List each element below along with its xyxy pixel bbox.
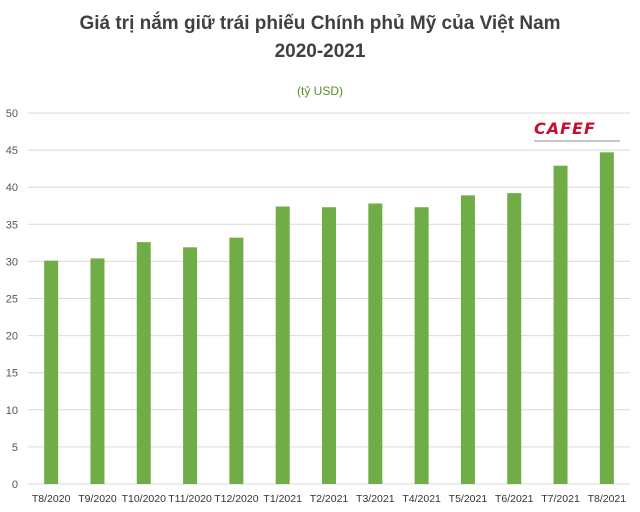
x-tick-label: T8/2021 (588, 493, 627, 505)
x-tick-label: T2/2021 (310, 493, 349, 505)
bar (599, 152, 614, 485)
y-tick-label: 35 (6, 219, 18, 231)
bar (136, 242, 151, 484)
y-tick-label: 0 (12, 479, 18, 491)
y-tick-label: 30 (6, 256, 18, 268)
y-tick-label: 15 (6, 368, 18, 380)
bar (322, 207, 336, 484)
y-axis-ticks: 0 5 10 15 20 25 30 35 40 45 50 (6, 108, 18, 491)
y-tick-label: 10 (6, 405, 18, 417)
bar (507, 193, 522, 485)
chart-title: Giá trị nắm giữ trái phiếu Chính phủ Mỹ … (79, 13, 561, 34)
bar (44, 260, 59, 484)
cafef-logo-text: CAFEF (534, 119, 596, 138)
x-tick-label: T7/2021 (541, 493, 580, 505)
x-tick-label: T6/2021 (495, 493, 534, 505)
x-axis-ticks: T8/2020 T9/2020 T10/2020 T11/2020 T12/2020 T1… (32, 493, 626, 505)
y-tick-label: 20 (6, 331, 18, 343)
bars (44, 152, 614, 485)
chart-title-years: 2020-2021 (274, 41, 366, 62)
bar (275, 206, 290, 484)
x-tick-label: T12/2020 (214, 493, 259, 505)
bar (368, 203, 383, 485)
chart-unit-label: (tỷ USD) (297, 84, 343, 98)
bar (460, 195, 475, 484)
bar (553, 165, 568, 484)
y-tick-label: 25 (6, 294, 18, 306)
x-tick-label: T3/2021 (356, 493, 395, 505)
bar (90, 258, 105, 484)
y-tick-label: 50 (6, 108, 18, 120)
cafef-logo-underline (534, 140, 620, 142)
y-tick-label: 5 (12, 442, 18, 454)
y-tick-label: 45 (6, 145, 18, 157)
bar (414, 207, 429, 484)
x-tick-label: T1/2021 (263, 493, 302, 505)
x-tick-label: T11/2020 (168, 493, 212, 505)
y-tick-label: 40 (6, 182, 18, 194)
bar (183, 247, 198, 484)
x-tick-label: T4/2021 (402, 493, 441, 505)
x-tick-label: T5/2021 (449, 493, 488, 505)
cafef-logo: CAFEF (534, 119, 620, 142)
bar (229, 237, 244, 484)
x-tick-label: T9/2020 (78, 493, 117, 505)
x-tick-label: T10/2020 (122, 493, 167, 505)
x-tick-label: T8/2020 (32, 493, 71, 505)
